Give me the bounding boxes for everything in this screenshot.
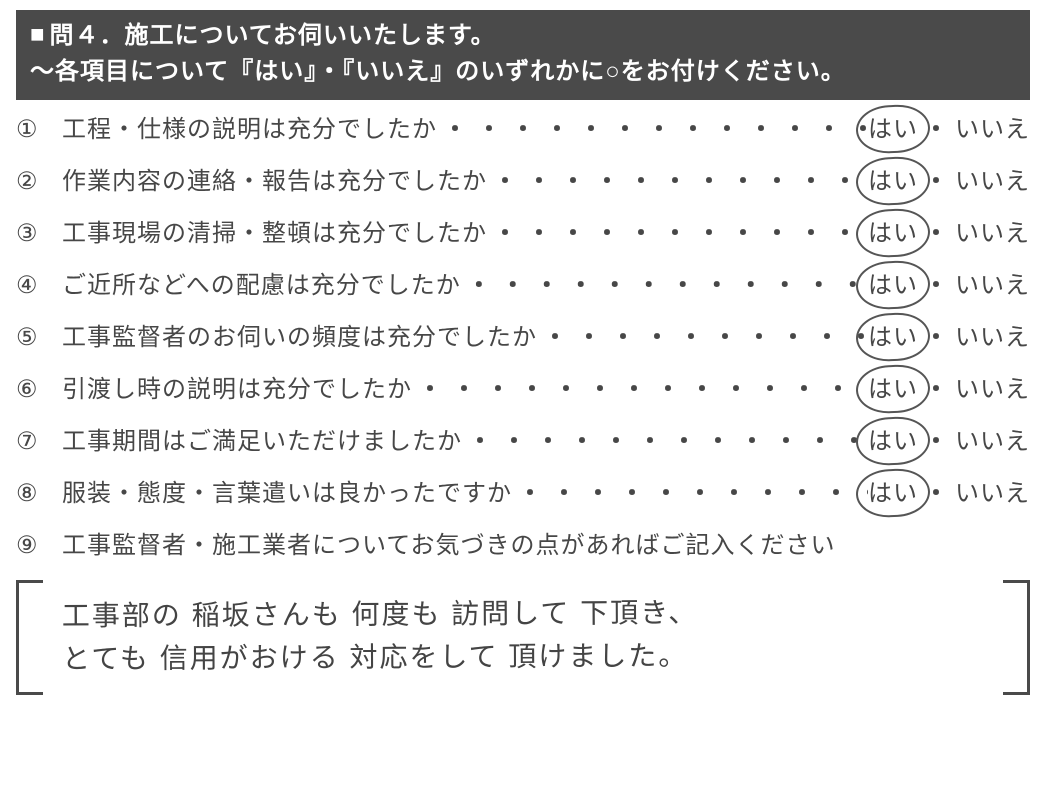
question-text: 工事現場の清掃・整頓は充分でしたか <box>62 222 487 246</box>
option-separator: ・ <box>924 220 949 247</box>
option-separator: ・ <box>924 116 949 143</box>
header-line-1: ■問４．施工についてお伺いいたします。 <box>30 18 1016 54</box>
option-no[interactable]: いいえ <box>955 430 1030 454</box>
option-yes[interactable]: はい <box>868 170 918 194</box>
option-separator: ・ <box>924 480 949 507</box>
answer-options: はい・いいえ <box>868 430 1030 454</box>
question-header: ■問４．施工についてお伺いいたします。 〜各項目について『はい』・『いいえ』のい… <box>16 10 1030 100</box>
answer-options: はい・いいえ <box>868 482 1030 506</box>
option-yes-label: はい <box>868 168 918 195</box>
option-separator: ・ <box>924 168 949 195</box>
question-row-freeform: ⑨ 工事監督者・施工業者についてお気づきの点があればご記入ください <box>16 534 1030 558</box>
option-yes[interactable]: はい <box>868 274 918 298</box>
question-number: ④ <box>16 274 62 298</box>
option-yes-label: はい <box>868 324 918 351</box>
option-yes[interactable]: はい <box>868 326 918 350</box>
question-row: ③ 工事現場の清掃・整頓は充分でしたか ・・・・・・・・・・・・・・・・・・・・… <box>16 222 1030 246</box>
leader-dots: ・・・・・・・・・・・・・・・・・・・・ <box>512 482 868 506</box>
option-yes-label: はい <box>868 116 918 143</box>
question-number: ⑧ <box>16 482 62 506</box>
option-no[interactable]: いいえ <box>955 222 1030 246</box>
leader-dots: ・・・・・・・・・・・・・・・・・・・・ <box>437 118 868 142</box>
leader-dots: ・・・・・・・・・・・・・・・・・・・・ <box>412 378 868 402</box>
question-text: 作業内容の連絡・報告は充分でしたか <box>62 170 487 194</box>
option-no[interactable]: いいえ <box>955 274 1030 298</box>
handwritten-line-2: とても 信用がおける 対応をして 頂けました。 <box>62 633 984 681</box>
option-yes[interactable]: はい <box>868 482 918 506</box>
question-row: ⑧ 服装・態度・言葉遣いは良かったですか ・・・・・・・・・・・・・・・・・・・… <box>16 482 1030 506</box>
question-list: ① 工程・仕様の説明は充分でしたか ・・・・・・・・・・・・・・・・・・・・ は… <box>16 118 1030 558</box>
leader-dots: ・・・・・・・・・・・・・・・・・・・・ <box>537 326 868 350</box>
option-yes[interactable]: はい <box>868 430 918 454</box>
question-text: 工事期間はご満足いただけましたか <box>62 430 462 454</box>
option-no[interactable]: いいえ <box>955 482 1030 506</box>
question-row: ② 作業内容の連絡・報告は充分でしたか ・・・・・・・・・・・・・・・・・・・・… <box>16 170 1030 194</box>
option-yes-label: はい <box>868 376 918 403</box>
question-text: 工事監督者・施工業者についてお気づきの点があればご記入ください <box>62 534 1030 558</box>
answer-options: はい・いいえ <box>868 274 1030 298</box>
question-number: ⑨ <box>16 534 62 558</box>
question-row: ① 工程・仕様の説明は充分でしたか ・・・・・・・・・・・・・・・・・・・・ は… <box>16 118 1030 142</box>
question-row: ⑥ 引渡し時の説明は充分でしたか ・・・・・・・・・・・・・・・・・・・・ はい… <box>16 378 1030 402</box>
freeform-answer-area[interactable]: 工事部の 稲坂さんも 何度も 訪問して 下頂き、 とても 信用がおける 対応をし… <box>16 586 1030 689</box>
header-line-2: 〜各項目について『はい』・『いいえ』のいずれかに○をお付けください。 <box>30 54 1016 90</box>
question-text: 工事監督者のお伺いの頻度は充分でしたか <box>62 326 537 350</box>
option-no[interactable]: いいえ <box>955 118 1030 142</box>
leader-dots: ・・・・・・・・・・・・・・・・・・・・ <box>487 170 868 194</box>
header-square-icon: ■ <box>30 17 46 53</box>
header-title-1: 問４．施工についてお伺いいたします。 <box>50 22 496 49</box>
answer-options: はい・いいえ <box>868 118 1030 142</box>
leader-dots: ・・・・・・・・・・・・・・・・・・・・ <box>462 430 868 454</box>
question-number: ③ <box>16 222 62 246</box>
option-yes[interactable]: はい <box>868 378 918 402</box>
option-no[interactable]: いいえ <box>955 170 1030 194</box>
question-number: ② <box>16 170 62 194</box>
option-separator: ・ <box>924 376 949 403</box>
leader-dots: ・・・・・・・・・・・・・・・・・・・・ <box>461 274 868 298</box>
question-number: ⑥ <box>16 378 62 402</box>
option-yes[interactable]: はい <box>868 222 918 246</box>
survey-page: ■問４．施工についてお伺いいたします。 〜各項目について『はい』・『いいえ』のい… <box>0 0 1046 808</box>
option-separator: ・ <box>924 324 949 351</box>
question-row: ⑦ 工事期間はご満足いただけましたか ・・・・・・・・・・・・・・・・・・・・ … <box>16 430 1030 454</box>
option-no[interactable]: いいえ <box>955 378 1030 402</box>
leader-dots: ・・・・・・・・・・・・・・・・・・・・ <box>487 222 868 246</box>
option-yes-label: はい <box>868 428 918 455</box>
question-number: ⑦ <box>16 430 62 454</box>
answer-options: はい・いいえ <box>868 170 1030 194</box>
option-yes[interactable]: はい <box>868 118 918 142</box>
answer-options: はい・いいえ <box>868 326 1030 350</box>
question-number: ⑤ <box>16 326 62 350</box>
handwritten-response: 工事部の 稲坂さんも 何度も 訪問して 下頂き、 とても 信用がおける 対応をし… <box>26 583 1021 691</box>
question-row: ④ ご近所などへの配慮は充分でしたか ・・・・・・・・・・・・・・・・・・・・ … <box>16 274 1030 298</box>
question-number: ① <box>16 118 62 142</box>
option-yes-label: はい <box>868 220 918 247</box>
option-yes-label: はい <box>868 480 918 507</box>
question-row: ⑤ 工事監督者のお伺いの頻度は充分でしたか ・・・・・・・・・・・・・・・・・・… <box>16 326 1030 350</box>
question-text: 服装・態度・言葉遣いは良かったですか <box>62 482 512 506</box>
handwritten-line-1: 工事部の 稲坂さんも 何度も 訪問して 下頂き、 <box>62 590 984 638</box>
option-separator: ・ <box>924 428 949 455</box>
option-no[interactable]: いいえ <box>955 326 1030 350</box>
answer-options: はい・いいえ <box>868 222 1030 246</box>
answer-options: はい・いいえ <box>868 378 1030 402</box>
option-separator: ・ <box>924 272 949 299</box>
question-text: 引渡し時の説明は充分でしたか <box>62 378 412 402</box>
question-text: ご近所などへの配慮は充分でしたか <box>62 274 461 298</box>
option-yes-label: はい <box>868 272 918 299</box>
question-text: 工程・仕様の説明は充分でしたか <box>62 118 437 142</box>
